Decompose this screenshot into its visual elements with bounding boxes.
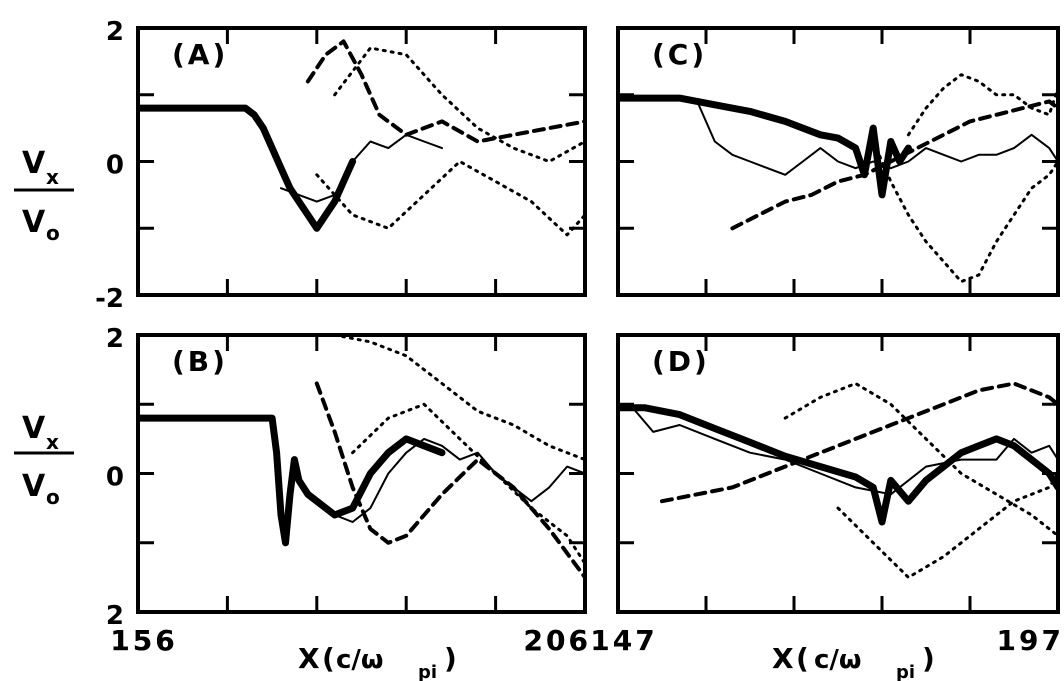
series-line-dashed	[305, 39, 585, 144]
xlabel-right-main: X	[772, 642, 794, 675]
panel-label: (C)	[652, 38, 707, 71]
series-line-thin-line	[280, 133, 443, 203]
series-line-dotted	[315, 160, 585, 237]
series-group	[138, 39, 585, 237]
x-tick-label: 206	[524, 624, 591, 657]
xlabel-left-main: X	[298, 642, 320, 675]
xlabel-right-sub: pi	[896, 662, 915, 681]
series-line-dotted	[333, 335, 585, 462]
ylabel-bottom-denominator: V	[22, 469, 46, 504]
series-line-thin-line	[297, 437, 585, 523]
xlabel-right-inner: c/ω	[814, 645, 862, 675]
y-tick-label: 2	[106, 17, 124, 47]
series-line-dotted	[871, 140, 1058, 284]
y-tick-label: 2	[106, 324, 124, 354]
series-group	[618, 381, 1058, 579]
x-tick-label: 147	[590, 624, 657, 657]
ylabel-bottom-denominator-sub: o	[46, 485, 60, 509]
y-tick-label: -2	[95, 284, 124, 314]
series-line-bold-line	[618, 94, 912, 199]
ylabel-bottom-numerator-sub: x	[46, 430, 59, 454]
x-tick-label: 206	[524, 624, 591, 657]
series-line-bold-line	[138, 414, 446, 547]
panel-label: (D)	[652, 345, 710, 378]
panel-0: 2 0 -2 156 206 (A)	[95, 17, 591, 657]
panel-3: 147 197 (D)	[590, 333, 1064, 657]
series-line-thin-line	[634, 410, 1058, 496]
series-line-bold-line	[618, 404, 1058, 526]
series-line-dashed	[314, 381, 585, 580]
series-line-bold-line	[138, 104, 357, 232]
xlabel-left-close: )	[444, 642, 457, 675]
ylabel-top: V x V o	[14, 146, 74, 245]
series-line-dotted	[333, 46, 585, 163]
series-line-dotted	[783, 382, 1058, 538]
panel-label: (B)	[172, 345, 228, 378]
xlabel-right: X ( c/ω pi )	[772, 642, 935, 681]
panel-label: (A)	[172, 38, 228, 71]
ylabel-top-numerator-sub: x	[46, 165, 59, 189]
series-group	[618, 73, 1058, 284]
xlabel-left-inner: c/ω	[336, 645, 384, 675]
y-tick-label: 0	[106, 463, 124, 493]
xlabel-left-open: (	[322, 642, 335, 675]
ylabel-bottom: V x V o	[14, 411, 74, 509]
series-line-dashed	[730, 99, 1058, 231]
series-line-dashed	[660, 381, 1058, 504]
series-line-dotted	[351, 402, 585, 565]
series-group	[138, 335, 585, 580]
x-tick-label: 197	[997, 624, 1064, 657]
xlabel-left: X ( c/ω pi )	[298, 642, 457, 681]
ylabel-bottom-numerator: V	[22, 411, 46, 446]
xlabel-right-open: (	[796, 642, 809, 675]
y-tick-label: 2	[106, 601, 124, 631]
xlabel-right-close: )	[922, 642, 935, 675]
ylabel-top-denominator: V	[22, 205, 46, 240]
xlabel-left-sub: pi	[418, 662, 437, 681]
ylabel-top-denominator-sub: o	[46, 221, 60, 245]
series-line-dotted	[836, 472, 1058, 579]
panel-2: (C)	[616, 26, 1060, 297]
series-line-dotted	[906, 73, 1058, 137]
x-tick-label: 156	[110, 624, 177, 657]
ylabel-top-numerator: V	[22, 146, 46, 181]
y-tick-label: 0	[106, 151, 124, 181]
x-tick-label: 156	[110, 624, 177, 657]
